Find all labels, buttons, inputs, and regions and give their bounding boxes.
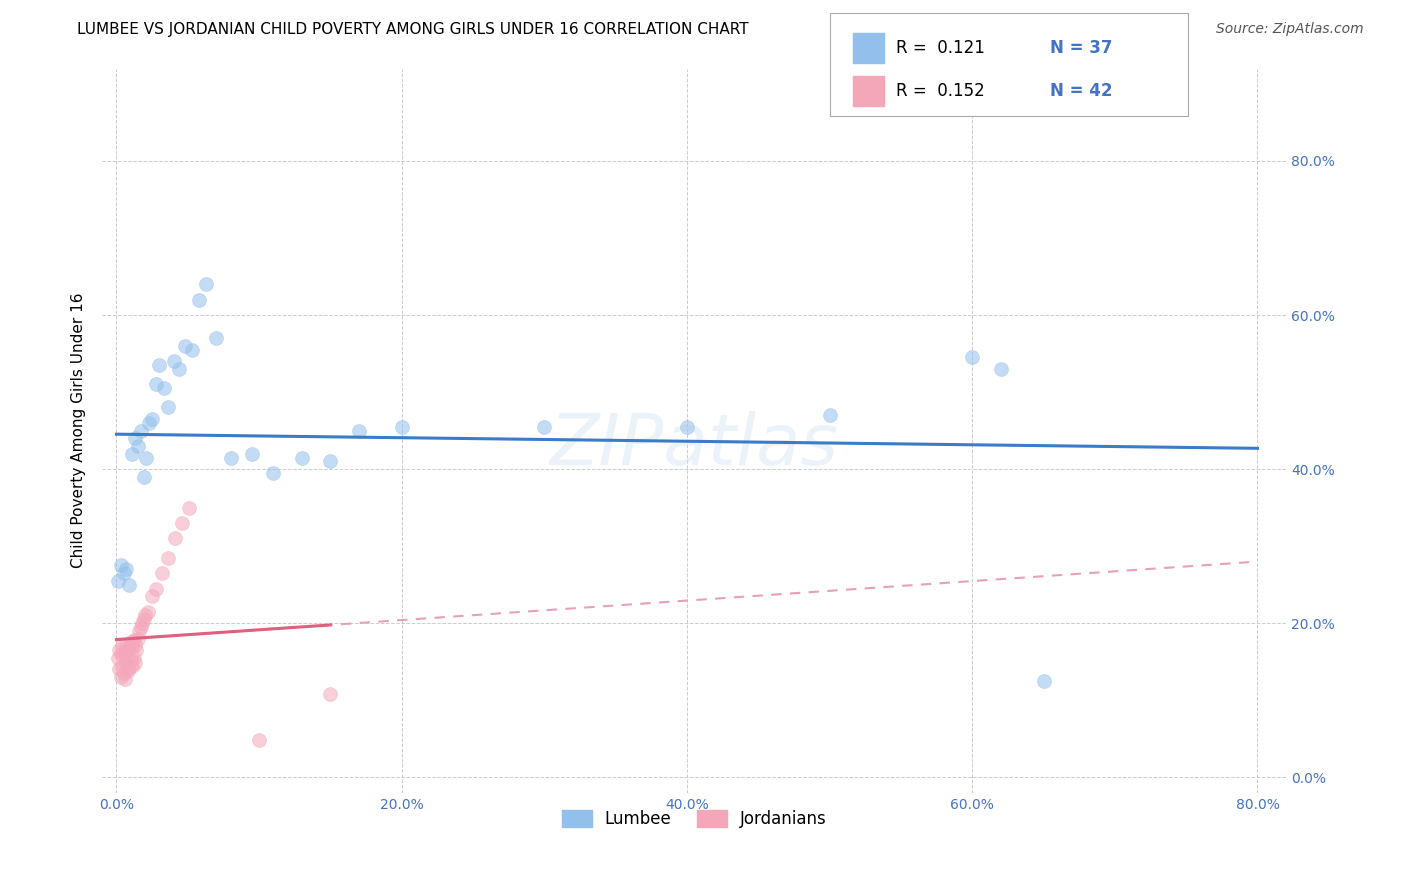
Point [127, 632, 149, 646]
Point [112, 566, 135, 580]
Point [120, 635, 142, 649]
Point [127, 439, 149, 453]
Point [818, 408, 841, 422]
Point [122, 633, 145, 648]
Point [219, 450, 242, 465]
Point [114, 645, 136, 659]
Point [108, 643, 131, 657]
Y-axis label: Child Poverty Among Girls Under 16: Child Poverty Among Girls Under 16 [72, 293, 86, 568]
Point [129, 424, 152, 438]
Point [162, 354, 184, 368]
Point [136, 605, 159, 619]
Point [676, 419, 699, 434]
Point [291, 450, 314, 465]
Point [121, 658, 143, 673]
Point [150, 566, 173, 580]
Point [124, 431, 146, 445]
Point [179, 500, 201, 515]
Point [319, 454, 342, 468]
Point [172, 516, 194, 530]
Point [152, 381, 174, 395]
Point [347, 424, 370, 438]
Point [145, 377, 167, 392]
Point [112, 666, 135, 681]
Text: R =  0.152: R = 0.152 [896, 82, 984, 100]
Point [141, 412, 163, 426]
Point [132, 470, 155, 484]
Point [117, 643, 139, 657]
Point [240, 447, 263, 461]
Text: R =  0.121: R = 0.121 [896, 39, 984, 57]
Point [131, 616, 153, 631]
Text: ZIPatlas: ZIPatlas [550, 410, 838, 480]
Point [1032, 673, 1054, 688]
Point [111, 640, 134, 654]
Point [163, 532, 186, 546]
Legend: Lumbee, Jordanians: Lumbee, Jordanians [555, 804, 834, 835]
Point [156, 550, 179, 565]
Point [120, 653, 142, 667]
Point [110, 647, 132, 661]
Point [115, 562, 138, 576]
Point [124, 638, 146, 652]
Point [107, 574, 129, 588]
Point [118, 640, 141, 655]
Text: N = 37: N = 37 [1050, 39, 1112, 57]
Text: LUMBEE VS JORDANIAN CHILD POVERTY AMONG GIRLS UNDER 16 CORRELATION CHART: LUMBEE VS JORDANIAN CHILD POVERTY AMONG … [77, 22, 749, 37]
Point [118, 577, 141, 591]
Point [115, 657, 138, 671]
Point [990, 362, 1012, 376]
Point [110, 670, 132, 684]
Point [135, 450, 157, 465]
Point [148, 358, 170, 372]
Text: N = 42: N = 42 [1050, 82, 1112, 100]
Point [262, 466, 284, 480]
Point [141, 589, 163, 603]
Point [121, 640, 143, 654]
Point [129, 620, 152, 634]
Text: Source: ZipAtlas.com: Source: ZipAtlas.com [1216, 22, 1364, 37]
Point [111, 658, 134, 673]
Point [115, 638, 138, 652]
Point [195, 277, 218, 292]
Point [156, 401, 179, 415]
Point [138, 416, 160, 430]
Point [110, 558, 132, 573]
Point [108, 662, 131, 676]
Point [125, 643, 148, 657]
Point [188, 293, 211, 307]
Point [205, 331, 228, 345]
Point [112, 648, 135, 663]
Point [181, 343, 204, 357]
Point [134, 608, 156, 623]
Point [128, 624, 150, 638]
Point [391, 419, 413, 434]
Point [132, 612, 155, 626]
Point [118, 661, 141, 675]
Point [319, 687, 342, 701]
Point [114, 672, 136, 686]
Point [247, 733, 270, 747]
Point [960, 351, 983, 365]
Point [174, 339, 197, 353]
Point [167, 362, 190, 376]
Point [122, 650, 145, 665]
Point [117, 664, 139, 678]
Point [107, 650, 129, 665]
Point [121, 447, 143, 461]
Point [145, 582, 167, 596]
Point [124, 657, 146, 671]
Point [533, 419, 555, 434]
